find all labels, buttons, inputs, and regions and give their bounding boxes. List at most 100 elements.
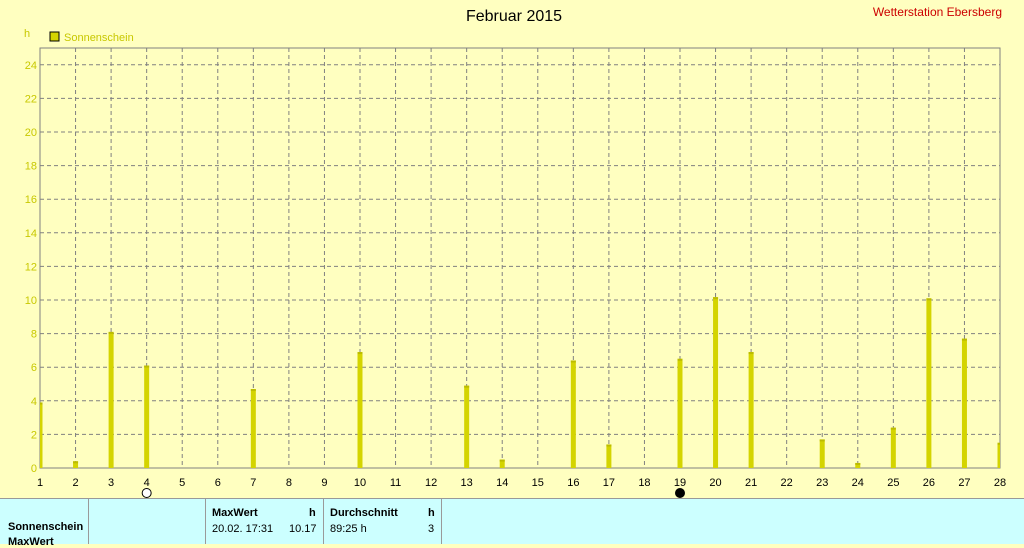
x-tick-label: 15	[532, 477, 544, 489]
durchschnitt-column: Durchschnitt h 89:25 h 3	[324, 499, 442, 544]
y-tick-label: 16	[25, 194, 37, 206]
bar-cap	[748, 352, 754, 355]
bar	[748, 352, 754, 468]
legend-label: Sonnenschein	[64, 32, 134, 44]
x-tick-label: 24	[852, 477, 864, 489]
bar	[499, 459, 505, 468]
bar-cap	[997, 442, 1000, 445]
x-tick-label: 21	[745, 477, 757, 489]
maxwert-value: 10.17	[289, 523, 317, 535]
bar-cap	[961, 338, 967, 341]
x-tick-label: 20	[709, 477, 721, 489]
bar	[570, 360, 576, 468]
durchschnitt-value: 89:25 h	[330, 523, 367, 535]
bar	[108, 331, 114, 468]
moon-phases	[141, 488, 685, 498]
x-tick-label: 7	[250, 477, 256, 489]
x-tick-label: 26	[923, 477, 935, 489]
sunshine-chart: Februar 2015 Wetterstation Ebersberg h S…	[24, 5, 1006, 498]
y-tick-label: 24	[25, 60, 37, 72]
bar-cap	[570, 360, 576, 363]
bar	[464, 385, 470, 468]
bar	[713, 297, 719, 468]
row-label-maxwert: MaxWert	[8, 536, 54, 548]
bar-cap	[890, 427, 896, 430]
x-tick-label: 16	[567, 477, 579, 489]
empty-column	[89, 499, 206, 544]
y-tick-label: 6	[31, 362, 37, 374]
maxwert-unit: h	[309, 507, 316, 519]
bar	[890, 427, 896, 468]
bar-cap	[677, 358, 683, 361]
y-tick-label: 4	[31, 396, 37, 408]
durchschnitt-count: 3	[428, 523, 435, 535]
x-tick-label: 27	[958, 477, 970, 489]
bar-cap	[250, 389, 256, 392]
x-tick-label: 11	[390, 477, 401, 489]
bar	[926, 298, 932, 468]
full-moon-icon	[141, 488, 152, 498]
x-tick-label: 13	[461, 477, 473, 489]
y-tick-label: 18	[25, 161, 37, 173]
x-tick-label: 28	[994, 477, 1006, 489]
durchschnitt-unit: h	[428, 507, 435, 519]
bar	[677, 358, 683, 468]
bar	[961, 338, 967, 468]
y-tick-label: 0	[31, 463, 37, 475]
bar-cap	[144, 365, 150, 368]
x-tick-label: 9	[321, 477, 327, 489]
x-tick-label: 10	[354, 477, 366, 489]
bar	[73, 461, 79, 468]
x-tick-label: 19	[674, 477, 686, 489]
stats-panel: Sonnenschein MaxWert MaxWert h 20.02. 17…	[0, 498, 1024, 548]
x-tick-label: 14	[496, 477, 508, 489]
row-label-sunshine: Sonnenschein	[8, 521, 84, 533]
bar-cap	[499, 459, 505, 462]
legend-swatch	[49, 31, 60, 42]
new-moon-icon	[675, 488, 685, 498]
grid	[39, 47, 1001, 469]
bar	[144, 365, 150, 468]
bar-cap	[606, 444, 612, 447]
bar-cap	[73, 461, 79, 464]
maxwert-header: MaxWert	[212, 507, 258, 519]
bar-cap	[40, 402, 43, 405]
y-tick-label: 20	[25, 127, 37, 139]
y-tick-label: 22	[25, 93, 37, 105]
bar	[357, 352, 363, 468]
x-tick-label: 1	[37, 477, 43, 489]
bar-cap	[464, 385, 470, 388]
x-axis: 1 2 3 4 5 6 7 8 9 10 11 12 13 14 15 16 17 18 19 20 21 22 23 24 2…	[37, 477, 1006, 489]
y-tick-label: 10	[25, 295, 37, 307]
bar-cap	[819, 439, 825, 442]
chart-title: Februar 2015	[466, 8, 562, 25]
x-tick-label: 3	[108, 477, 114, 489]
bar-cap	[108, 331, 114, 334]
x-tick-label: 5	[179, 477, 185, 489]
bar-cap	[713, 297, 719, 300]
x-tick-label: 12	[425, 477, 437, 489]
x-tick-label: 22	[781, 477, 793, 489]
x-tick-label: 8	[286, 477, 292, 489]
y-tick-label: 12	[25, 261, 37, 273]
maxwert-column: MaxWert h 20.02. 17:31 10.17	[206, 499, 324, 544]
x-tick-label: 2	[72, 477, 78, 489]
station-name: Wetterstation Ebersberg	[873, 5, 1002, 19]
row-label-column: Sonnenschein MaxWert	[0, 499, 89, 548]
x-tick-label: 17	[603, 477, 615, 489]
x-tick-label: 4	[144, 477, 150, 489]
durchschnitt-header: Durchschnitt	[330, 507, 398, 519]
x-tick-label: 6	[215, 477, 221, 489]
bar	[606, 444, 612, 468]
bar	[250, 389, 256, 468]
y-tick-label: 2	[31, 429, 37, 441]
bar	[855, 462, 861, 468]
bar	[997, 442, 1000, 468]
x-tick-label: 25	[887, 477, 899, 489]
bar-cap	[357, 352, 363, 355]
x-tick-label: 23	[816, 477, 828, 489]
bar	[40, 402, 43, 468]
bar	[819, 439, 825, 468]
bar-series	[40, 297, 1000, 468]
